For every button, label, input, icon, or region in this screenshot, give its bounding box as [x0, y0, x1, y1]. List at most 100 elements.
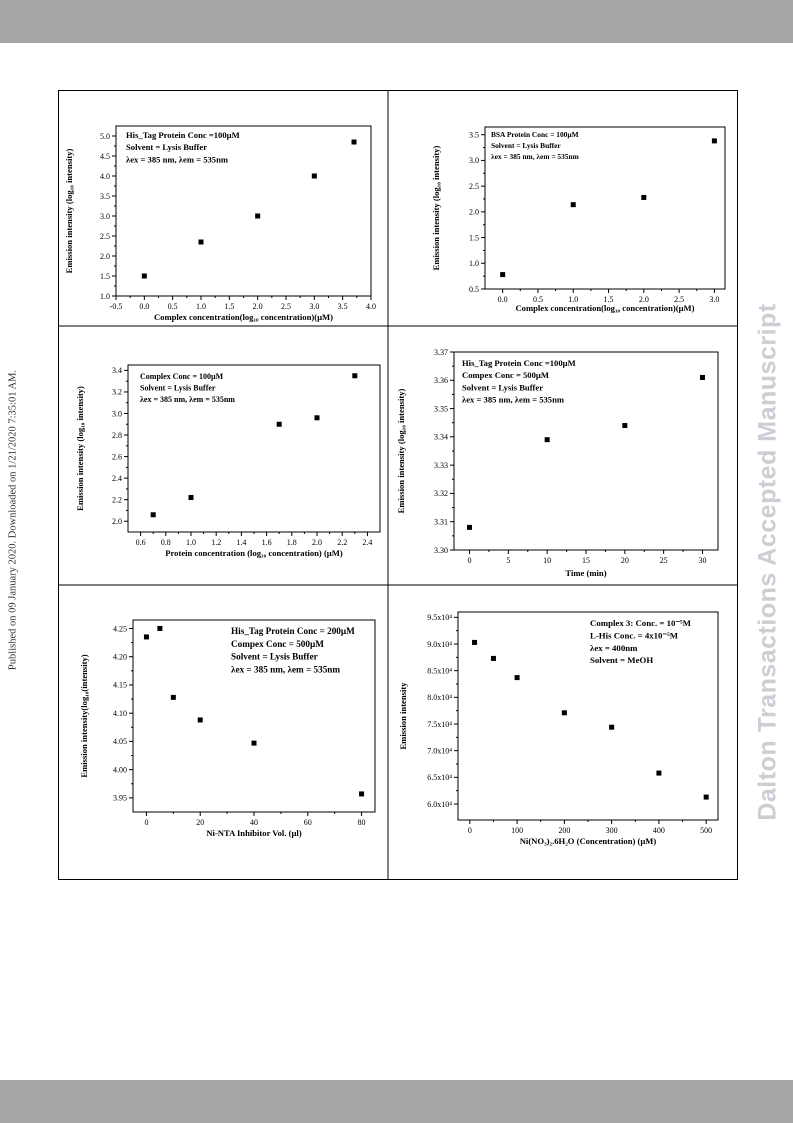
x-tick-label: 2.0 — [312, 538, 322, 547]
data-point — [622, 423, 628, 429]
x-tick-label: 0 — [468, 556, 472, 565]
annotation-line: λex = 400nm — [590, 643, 638, 653]
y-tick-label: 2.0 — [100, 252, 110, 261]
x-tick-label: 30 — [698, 556, 706, 565]
y-tick-label: 3.0 — [112, 409, 122, 418]
annotation-line: His_Tag Protein Conc =100µM — [462, 358, 576, 368]
x-tick-label: 2.0 — [253, 302, 263, 311]
data-point — [490, 655, 496, 661]
top-header-bar — [0, 0, 793, 43]
data-point — [170, 694, 176, 700]
y-axis-label: Emission intensity (log₁₀ intensity) — [64, 148, 74, 273]
y-tick-label: 2.5 — [469, 182, 479, 191]
x-tick-label: 400 — [653, 826, 665, 835]
y-tick-label: 3.35 — [434, 404, 448, 413]
y-tick-label: 6.5x10⁴ — [427, 773, 452, 782]
y-axis-label: Emission intensity(log₁₀(intensity) — [79, 654, 89, 777]
annotation-line: λex = 385 nm, λem = 535nm — [491, 152, 580, 161]
x-tick-label: 1.0 — [186, 538, 196, 547]
y-tick-label: 3.33 — [434, 461, 448, 470]
data-point — [711, 138, 717, 144]
data-point — [561, 710, 567, 716]
y-tick-label: 9.0x10⁴ — [427, 640, 452, 649]
data-point — [198, 239, 204, 245]
data-point — [276, 421, 282, 427]
y-tick-label: 4.5 — [100, 152, 110, 161]
annotation-line: Solvent = Lysis Buffer — [140, 384, 216, 393]
y-tick-label: 4.0 — [100, 172, 110, 181]
x-tick-label: 1.6 — [262, 538, 272, 547]
x-tick-label: 80 — [358, 818, 366, 827]
x-axis-label: Ni(NO₃)₂.6H₂O (Concentration) (µM) — [520, 836, 657, 846]
data-point — [656, 770, 662, 776]
y-tick-label: 3.2 — [112, 388, 122, 397]
y-tick-label: 3.32 — [434, 489, 448, 498]
data-point — [351, 139, 357, 145]
x-tick-label: 0.0 — [139, 302, 149, 311]
x-tick-label: 20 — [196, 818, 204, 827]
annotation-line: Solvent = MeOH — [590, 655, 653, 665]
y-tick-label: 9.5x10⁴ — [427, 613, 452, 622]
y-tick-label: 3.0 — [100, 212, 110, 221]
data-point — [143, 634, 149, 640]
annotation-line: Compex Conc = 500µM — [462, 370, 549, 380]
annotation-line: λex = 385 nm, λem = 535nm — [462, 395, 565, 405]
y-tick-label: 5.0 — [100, 132, 110, 141]
x-tick-label: 2.4 — [362, 538, 372, 547]
y-tick-label: 1.0 — [469, 259, 479, 268]
y-tick-label: 4.05 — [113, 737, 127, 746]
figure-border — [58, 90, 738, 880]
x-tick-label: 3.0 — [309, 302, 319, 311]
data-point — [188, 495, 194, 501]
data-point — [609, 724, 615, 730]
y-tick-label: 1.5 — [469, 233, 479, 242]
x-tick-label: 1.5 — [224, 302, 234, 311]
x-tick-label: 2.2 — [337, 538, 347, 547]
y-tick-label: 3.34 — [434, 433, 448, 442]
journal-watermark-text: Dalton Transactions Accepted Manuscript — [753, 303, 782, 821]
data-point — [359, 791, 365, 797]
x-tick-label: 5 — [506, 556, 510, 565]
y-tick-label: 4.10 — [113, 709, 127, 718]
data-point — [514, 675, 520, 681]
annotation-line: λex = 385 nm, λem = 535nm — [126, 154, 229, 164]
x-tick-label: 2.0 — [639, 295, 649, 304]
y-tick-label: 7.5x10⁴ — [427, 720, 452, 729]
x-axis-label: Protein concentration (log₁₀ concentrati… — [165, 548, 343, 558]
data-point — [197, 717, 203, 723]
x-tick-label: 1.0 — [568, 295, 578, 304]
x-tick-label: 0.5 — [533, 295, 543, 304]
data-point — [641, 194, 647, 200]
y-axis-label: Emission intensity (log₁₀ intensity) — [396, 388, 406, 513]
x-tick-label: -0.5 — [110, 302, 123, 311]
y-tick-label: 3.36 — [434, 376, 448, 385]
x-tick-label: 1.8 — [287, 538, 297, 547]
x-tick-label: 4.0 — [366, 302, 376, 311]
annotation-line: L-His Conc. = 4x10⁻⁵M — [590, 630, 679, 640]
x-tick-label: 40 — [250, 818, 258, 827]
x-tick-label: 3.0 — [709, 295, 719, 304]
bottom-footer-bar — [0, 1080, 793, 1123]
y-tick-label: 2.0 — [112, 517, 122, 526]
x-tick-label: 200 — [558, 826, 570, 835]
chart-4: 0 5 10 15 20 25 30 3.30 3.31 3.32 3.33 3.34 3.35 3.36… — [396, 348, 719, 578]
x-tick-label: 20 — [621, 556, 629, 565]
y-axis-label: Emission intensity (log₁₀ intensity) — [431, 145, 441, 270]
annotation-line: Solvent = Lysis Buffer — [491, 141, 561, 150]
x-tick-label: 1.2 — [211, 538, 221, 547]
y-tick-label: 3.0 — [469, 156, 479, 165]
y-tick-label: 2.6 — [112, 452, 122, 461]
annotation-line: His_Tag Protein Conc =100µM — [126, 130, 240, 140]
x-tick-label: 1.4 — [236, 538, 246, 547]
y-tick-label: 3.37 — [434, 348, 448, 357]
y-tick-label: 2.8 — [112, 431, 122, 440]
y-tick-label: 7.0x10⁴ — [427, 746, 452, 755]
x-tick-label: 2.5 — [281, 302, 291, 311]
annotation-line: BSA Protein Conc = 100µM — [491, 130, 579, 139]
x-tick-label: 0.5 — [168, 302, 178, 311]
figure-grid: -0.5 0.0 0.5 1.0 1.5 2.0 2.5 3.0 3.5 4.0 1.0 1.5 2.0… — [58, 90, 738, 880]
x-tick-label: 10 — [543, 556, 551, 565]
plot-frame — [484, 126, 726, 290]
y-tick-label: 2.2 — [112, 495, 122, 504]
annotation-line: His_Tag Protein Conc = 200µM — [231, 626, 355, 636]
